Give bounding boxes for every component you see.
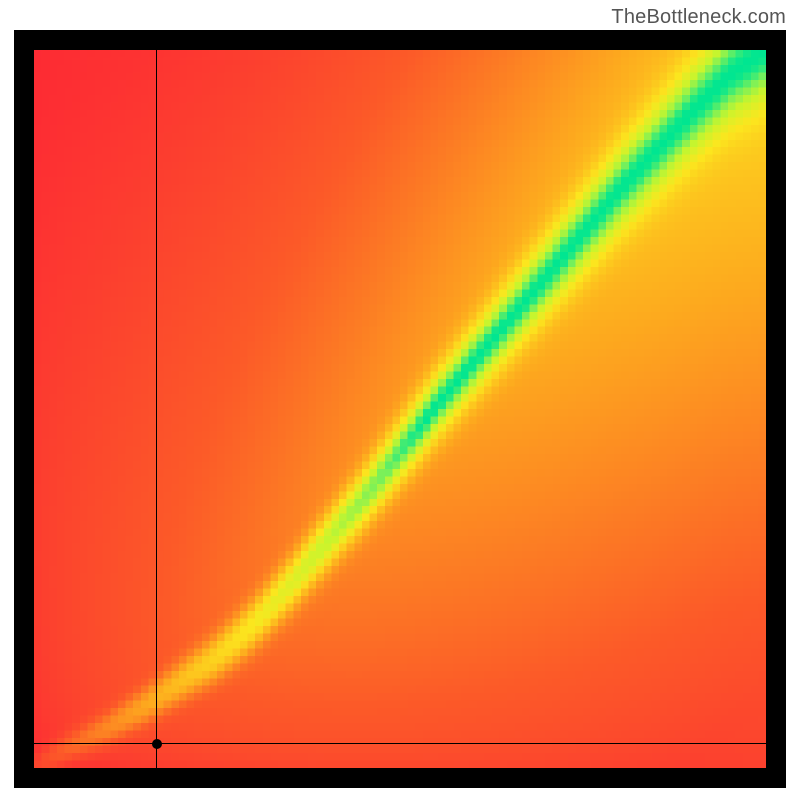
crosshair-vertical	[156, 50, 157, 768]
heatmap-canvas	[34, 50, 766, 768]
crosshair-horizontal	[34, 743, 766, 744]
crosshair-marker	[152, 739, 162, 749]
watermark-text: TheBottleneck.com	[611, 6, 786, 29]
